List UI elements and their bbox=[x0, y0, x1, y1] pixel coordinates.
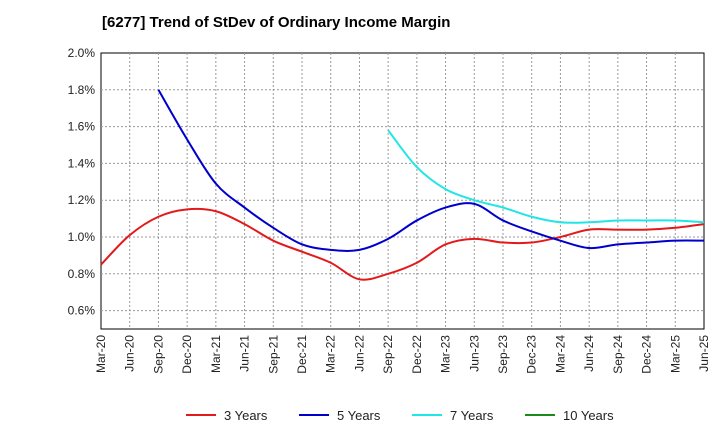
x-tick-label: Sep-24 bbox=[611, 335, 625, 374]
x-tick-label: Jun-24 bbox=[582, 335, 596, 372]
series-line-5-years bbox=[157, 89, 705, 252]
legend-label-10-years: 10 Years bbox=[563, 408, 614, 423]
x-tick-label: Dec-24 bbox=[640, 335, 654, 374]
y-tick-label: 2.0% bbox=[68, 46, 96, 60]
x-tick-label: Dec-20 bbox=[180, 335, 194, 374]
chart-title: [6277] Trend of StDev of Ordinary Income… bbox=[102, 14, 451, 31]
x-tick-label: Mar-24 bbox=[553, 335, 567, 373]
x-axis-ticks: Mar-20 Jun-20 Sep-20 Dec-20 Mar-21 Jun-21 Sep-… bbox=[94, 335, 711, 374]
x-tick-label: Mar-23 bbox=[439, 335, 453, 373]
x-tick-label: Jun-25 bbox=[697, 335, 711, 372]
x-tick-label: Sep-23 bbox=[496, 335, 510, 374]
x-tick-label: Mar-20 bbox=[94, 335, 108, 373]
legend-label-5-years: 5 Years bbox=[337, 408, 381, 423]
y-tick-label: 0.8% bbox=[68, 267, 96, 281]
y-tick-label: 1.8% bbox=[68, 83, 96, 97]
x-tick-label: Dec-21 bbox=[295, 335, 309, 374]
series-line-7-years bbox=[387, 129, 705, 224]
legend: 3 Years 5 Years 7 Years 10 Years bbox=[186, 408, 614, 423]
x-tick-label: Mar-25 bbox=[668, 335, 682, 373]
x-tick-label: Sep-21 bbox=[266, 335, 280, 374]
series-lines bbox=[100, 89, 705, 281]
y-tick-label: 1.4% bbox=[68, 156, 96, 170]
x-tick-label: Dec-22 bbox=[410, 335, 424, 374]
plot-area bbox=[100, 52, 705, 330]
x-tick-label: Sep-22 bbox=[381, 335, 395, 374]
y-axis-ticks: 0.6% 0.8% 1.0% 1.2% 1.4% 1.6% 1.8% 2.0% bbox=[68, 46, 96, 318]
x-tick-label: Jun-23 bbox=[467, 335, 481, 372]
x-tick-label: Dec-23 bbox=[525, 335, 539, 374]
y-tick-label: 0.6% bbox=[68, 304, 96, 318]
series-line-3-years bbox=[100, 207, 705, 281]
x-tick-label: Mar-21 bbox=[209, 335, 223, 373]
y-tick-label: 1.0% bbox=[68, 230, 96, 244]
grid-lines bbox=[101, 53, 704, 329]
x-tick-label: Mar-22 bbox=[324, 335, 338, 373]
x-tick-label: Jun-20 bbox=[123, 335, 137, 372]
y-tick-label: 1.2% bbox=[68, 193, 96, 207]
legend-label-3-years: 3 Years bbox=[224, 408, 268, 423]
x-tick-label: Sep-20 bbox=[151, 335, 165, 374]
x-tick-label: Jun-22 bbox=[352, 335, 366, 372]
y-tick-label: 1.6% bbox=[68, 120, 96, 134]
legend-label-7-years: 7 Years bbox=[450, 408, 494, 423]
x-tick-label: Jun-21 bbox=[238, 335, 252, 372]
